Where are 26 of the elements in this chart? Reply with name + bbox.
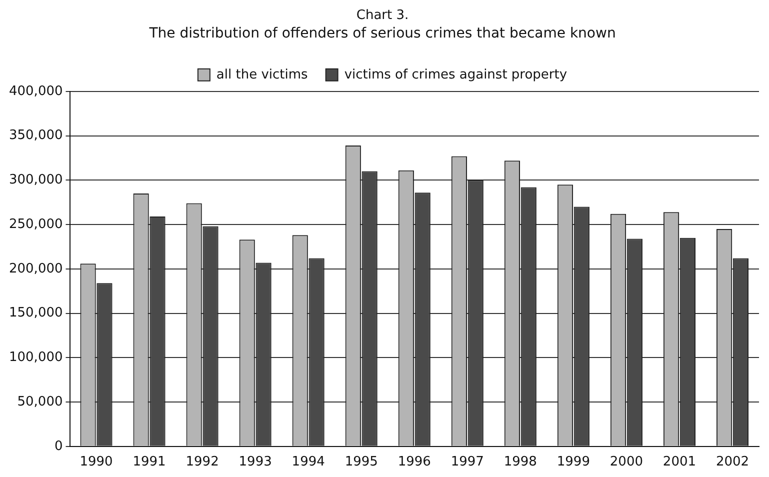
y-tick-label: 0 [54, 438, 63, 454]
y-tick-label: 350,000 [8, 128, 63, 144]
x-tick-label: 2001 [662, 454, 696, 470]
legend-label: all the victims [216, 67, 308, 82]
chart-subtitle: The distribution of offenders of serious crimes that became known [148, 26, 616, 42]
y-tick-label: 400,000 [8, 84, 63, 99]
y-tick-label: 200,000 [8, 261, 63, 276]
x-tick-label: 1991 [132, 454, 166, 470]
chart-title: Chart 3. [356, 8, 409, 24]
y-tick-label: 150,000 [8, 306, 63, 321]
y-tick-label: 300,000 [8, 172, 63, 188]
y-tick-label: 250,000 [8, 216, 63, 232]
y-tick-label: 50,000 [17, 394, 63, 410]
x-tick-label: 1995 [344, 454, 378, 470]
x-tick-label: 1999 [556, 454, 590, 470]
x-tick-label: 1998 [504, 454, 537, 470]
y-tick-label: 100,000 [8, 350, 63, 366]
x-tick-label: 1992 [186, 454, 219, 470]
legend-label: victims of crimes against property [344, 67, 568, 82]
x-tick-label: 1994 [292, 454, 325, 470]
x-tick-label: 1993 [238, 454, 272, 470]
x-tick-label: 1997 [450, 454, 484, 470]
x-tick-label: 1990 [80, 454, 113, 470]
x-tick-label: 2002 [716, 454, 750, 470]
x-tick-label: 2000 [610, 454, 643, 470]
x-tick-label: 1996 [398, 454, 431, 470]
